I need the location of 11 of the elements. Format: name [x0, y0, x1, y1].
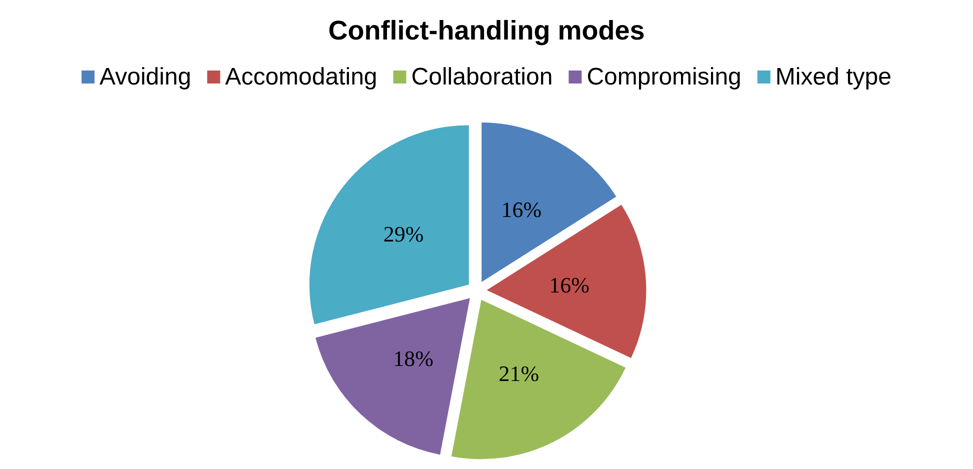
legend-label: Collaboration [411, 64, 553, 90]
data-label: 29% [383, 221, 424, 246]
legend-label: Mixed type [775, 64, 892, 90]
data-label: 16% [549, 272, 590, 298]
data-label: 21% [498, 360, 540, 386]
legend-label: Avoiding [100, 64, 192, 90]
data-label: 18% [393, 346, 434, 371]
legend-label: Compromising [586, 64, 742, 90]
legend-label: Accomodating [225, 64, 378, 90]
chart-title: Conflict-handling modes [328, 16, 645, 46]
data-label: 16% [501, 197, 542, 222]
